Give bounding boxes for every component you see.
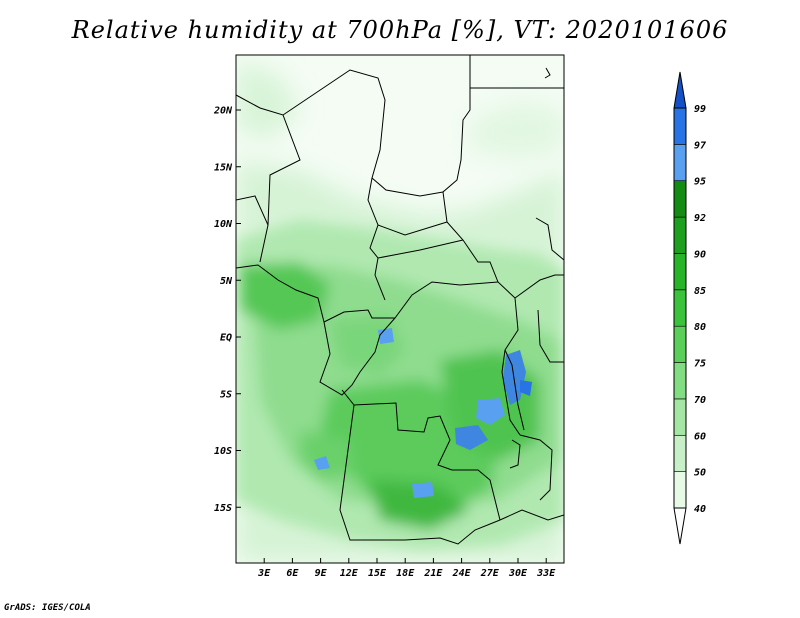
y-tick-label: 15S xyxy=(214,503,232,514)
x-tick-label: 6E xyxy=(286,568,299,579)
y-axis: 20N 15N 10N 5N EQ 5S 10S 15S xyxy=(213,106,241,514)
humidity-field xyxy=(236,55,564,563)
colorbar-label: 90 xyxy=(694,249,706,260)
colorbar-segment xyxy=(673,398,687,436)
y-tick-label: 5S xyxy=(220,389,232,400)
x-tick-label: 27E xyxy=(480,568,500,579)
x-tick-label: 15E xyxy=(368,568,387,579)
colorbar-label: 60 xyxy=(694,431,706,442)
country-borders xyxy=(236,55,564,545)
x-tick-label: 12E xyxy=(340,568,359,579)
y-tick-label: 5N xyxy=(220,276,233,287)
x-axis: 3E 6E 9E 12E 15E 18E 21E 24E 27E 30E 33E xyxy=(257,558,556,579)
colorbar-outline xyxy=(673,107,687,509)
colorbar-label: 95 xyxy=(694,177,706,188)
y-tick-label: EQ xyxy=(220,333,232,344)
map-frame xyxy=(235,54,565,564)
colorbar-label: 80 xyxy=(694,322,706,333)
x-tick-label: 21E xyxy=(423,568,443,579)
colorbar-label: 75 xyxy=(694,359,706,370)
high-humidity-patches xyxy=(314,328,532,498)
chart-title: Relative humidity at 700hPa [%], VT: 202… xyxy=(71,16,729,44)
colorbar-segment xyxy=(673,289,687,327)
x-tick-label: 33E xyxy=(536,568,556,579)
colorbar-label: 99 xyxy=(694,104,706,115)
colorbar-segment xyxy=(673,325,687,363)
colorbar-segment xyxy=(673,216,687,254)
colorbar-segment xyxy=(673,362,687,400)
x-tick-label: 18E xyxy=(396,568,415,579)
colorbar-label: 40 xyxy=(694,504,706,515)
y-tick-label: 10N xyxy=(214,219,233,230)
x-tick-label: 3E xyxy=(257,568,271,579)
colorbar-segment xyxy=(673,107,687,145)
colorbar-segment xyxy=(673,471,687,509)
grads-credit: GrADS: IGES/COLA xyxy=(4,603,91,613)
colorbar-label: 97 xyxy=(694,140,706,151)
colorbar-segment xyxy=(673,253,687,291)
colorbar-label: 70 xyxy=(694,395,706,406)
x-tick-label: 9E xyxy=(315,568,328,579)
y-tick-label: 20N xyxy=(213,106,233,117)
y-tick-label: 10S xyxy=(214,446,232,457)
colorbar-segment xyxy=(673,434,687,472)
colorbar-segment xyxy=(673,180,687,218)
colorbar-upper-extension xyxy=(673,71,687,109)
colorbar-lower-extension xyxy=(673,507,687,545)
colorbar-label: 85 xyxy=(694,286,706,297)
colorbar-label: 92 xyxy=(694,213,706,224)
y-tick-label: 15N xyxy=(214,162,233,173)
x-tick-label: 24E xyxy=(452,568,472,579)
x-tick-label: 30E xyxy=(508,568,528,579)
colorbar: 40 50 60 70 75 80 85 90 92 95 97 99 xyxy=(673,71,706,545)
colorbar-label: 50 xyxy=(694,468,706,479)
colorbar-segment xyxy=(673,144,687,182)
